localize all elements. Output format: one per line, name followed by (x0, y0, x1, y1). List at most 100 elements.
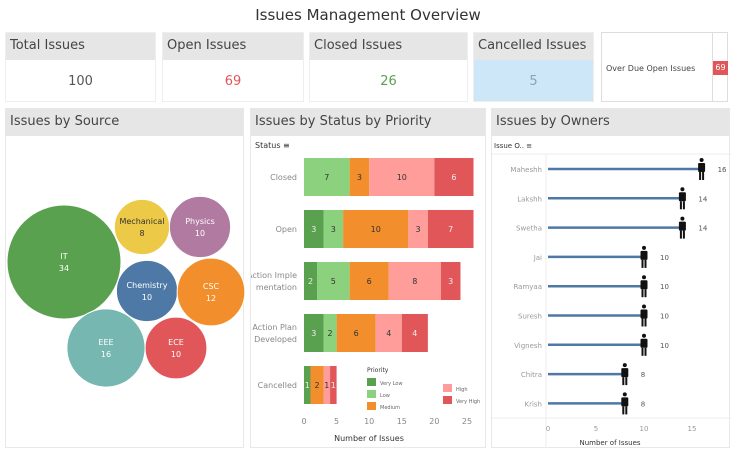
kpi-closed-issues[interactable]: Closed Issues 26 (309, 32, 468, 102)
legend-swatch (443, 396, 452, 404)
person-body (621, 397, 629, 407)
legend-swatch (367, 402, 376, 410)
panel-issues-by-status: Issues by Status by Priority Status ≡ Clo… (247, 108, 486, 448)
person-head (622, 392, 627, 397)
kpi-label: Total Issues (6, 33, 155, 60)
kpi-label: Open Issues (163, 33, 303, 60)
category-label: Cancelled (258, 381, 297, 390)
bar-segment[interactable] (401, 314, 428, 352)
bar-value-label: 3 (331, 225, 336, 234)
overdue-open-issues[interactable]: Over Due Open Issues 69 (601, 32, 728, 102)
bar-segment[interactable] (440, 262, 461, 300)
lollipop-chart: Issue O.. ≡ Maheshh 16 Lakshh 14 Swetha 14 Jai 1… (492, 142, 731, 448)
bar-segment[interactable] (304, 158, 350, 196)
bar-value-label: 1 (331, 381, 336, 390)
x-tick-label: 20 (429, 417, 439, 426)
owner-label: Vignesh (514, 342, 542, 350)
bubble-mechanical[interactable] (113, 198, 171, 256)
bar-segment[interactable] (336, 314, 376, 352)
person-icon (640, 275, 648, 298)
bar-value-label: 7 (324, 173, 329, 182)
person-body (640, 309, 648, 319)
kpi-open-issues[interactable]: Open Issues 69 (162, 32, 304, 102)
x-tick-label: 15 (688, 425, 697, 433)
bubble-label: Chemistry (127, 281, 168, 290)
kpi-total-issues[interactable]: Total Issues 100 (5, 32, 156, 102)
kpi-value: 26 (380, 74, 397, 89)
bar-segment[interactable] (427, 210, 474, 248)
panel-title: Issues by Owners (492, 109, 729, 136)
bubble-csc[interactable] (176, 257, 246, 327)
bar-value-label: 2 (314, 381, 319, 390)
owner-label: Krish (525, 400, 543, 408)
person-leg (641, 259, 644, 268)
bar-segment[interactable] (330, 366, 337, 404)
bubble-it[interactable] (6, 204, 122, 320)
axis-title-status: Status ≡ (255, 141, 290, 150)
person-leg (682, 201, 685, 210)
kpi-value: 69 (224, 74, 242, 89)
owner-label: Maheshh (510, 166, 542, 174)
bar-segment[interactable] (408, 210, 428, 248)
category-label: Developed (254, 335, 297, 344)
bar-segment[interactable] (310, 366, 324, 404)
bubble-label: Physics (185, 217, 215, 226)
bar-value-label: 3 (416, 225, 421, 234)
legend-swatch (443, 384, 452, 392)
legend-label: Medium (380, 405, 400, 411)
bubble-label: IT (60, 252, 67, 261)
bar-segment[interactable] (323, 314, 337, 352)
legend-label: High (456, 387, 468, 393)
person-icon (640, 245, 648, 268)
bar-value-label: 3 (448, 277, 453, 286)
bubble-chemistry[interactable] (115, 259, 179, 323)
person-head (642, 275, 646, 280)
category-label: mentation (256, 283, 297, 292)
bar-segment[interactable] (304, 262, 318, 300)
person-body (621, 368, 629, 378)
person-body (698, 163, 706, 172)
x-tick-label: 0 (301, 417, 306, 426)
person-leg (641, 318, 644, 327)
bar-segment[interactable] (375, 314, 402, 352)
x-tick-label: 15 (397, 417, 407, 426)
bar-value-label: 2 (308, 277, 313, 286)
bubble-eee[interactable] (66, 308, 146, 388)
owner-label: Chitra (521, 371, 542, 379)
bar-segment[interactable] (323, 210, 344, 248)
person-head (622, 363, 627, 368)
bubble-value: 10 (142, 293, 152, 302)
bar-segment[interactable] (304, 314, 324, 352)
bar-segment[interactable] (434, 158, 474, 196)
bubble-physics[interactable] (168, 195, 232, 259)
bubble-ece[interactable] (144, 316, 208, 380)
bubble-label: Mechanical (119, 217, 164, 226)
kpi-cancelled-issues[interactable]: Cancelled Issues 5 (473, 32, 594, 102)
bar-segment[interactable] (369, 158, 435, 196)
person-leg (679, 230, 682, 239)
person-head (642, 333, 646, 338)
bar-segment[interactable] (304, 366, 311, 404)
person-icon (678, 216, 686, 239)
bar-segment[interactable] (304, 210, 324, 248)
bar-segment[interactable] (323, 366, 331, 404)
dashboard-title: Issues Management Overview (255, 6, 481, 24)
divider (712, 33, 713, 101)
legend-swatch (367, 378, 376, 386)
bar-segment[interactable] (349, 158, 370, 196)
bar-segment[interactable] (343, 210, 409, 248)
person-leg (625, 406, 628, 415)
x-tick-label: 0 (546, 425, 550, 433)
bar-value-label: 10 (397, 173, 407, 182)
bar-segment[interactable] (317, 262, 350, 300)
x-tick-label: 10 (364, 417, 374, 426)
x-tick-label: 10 (640, 425, 649, 433)
bar-segment[interactable] (349, 262, 389, 300)
owner-label: Jai (533, 254, 542, 262)
person-leg (644, 289, 647, 298)
bubble-value: 16 (101, 350, 111, 359)
person-body (678, 221, 686, 231)
person-head (680, 187, 685, 192)
bar-segment[interactable] (388, 262, 441, 300)
